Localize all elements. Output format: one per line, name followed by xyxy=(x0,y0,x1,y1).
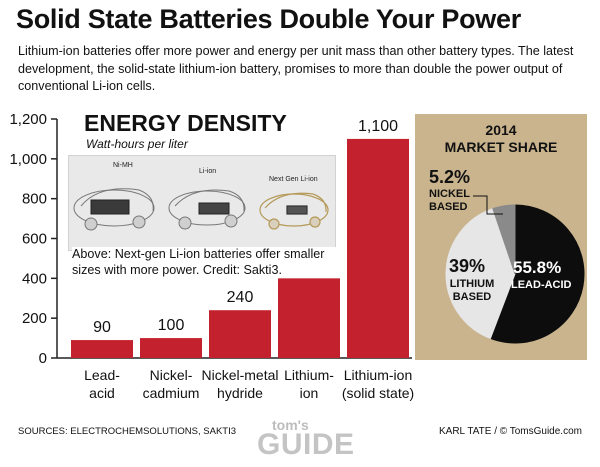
y-tick-label: 800 xyxy=(22,191,47,208)
category-label: acid xyxy=(89,385,115,401)
chart-title: ENERGY DENSITY xyxy=(84,110,287,136)
y-tick-label: 0 xyxy=(39,350,47,367)
nickel-label: NICKEL BASED xyxy=(429,188,470,214)
pie-slice-nickel-based xyxy=(492,204,516,275)
category-label: Lead- xyxy=(84,367,120,383)
category-label: (solid state) xyxy=(342,385,414,401)
credit-note: KARL TATE / © TomsGuide.com xyxy=(439,426,582,437)
bar xyxy=(209,310,271,358)
sources-note: SOURCES: ELECTROCHEMSOLUTIONS, SAKTI3 xyxy=(18,426,237,437)
lead-acid-percent: 55.8% xyxy=(513,258,562,277)
lead-acid-label: LEAD-ACID xyxy=(511,279,572,291)
lithium-label-line2: BASED xyxy=(452,291,492,303)
category-label: Lithium- xyxy=(284,367,334,383)
category-label: ion xyxy=(300,385,319,401)
bar-value-label: 1,100 xyxy=(358,118,398,135)
category-label: cadmium xyxy=(143,385,200,401)
pie-slice-lithium-based xyxy=(445,208,516,340)
battery-cars-illustration: Ni-MH Li-ion Next Gen Li-ion xyxy=(68,155,336,251)
bar xyxy=(347,138,409,358)
y-tick-label: 1,200 xyxy=(9,111,47,128)
lithium-label: LITHIUM BASED xyxy=(441,278,503,304)
bar-value-label: 240 xyxy=(227,289,254,306)
logo-guide: GUIDE xyxy=(257,428,355,461)
market-year: 2014 xyxy=(485,122,517,138)
nickel-percent: 5.2% xyxy=(429,167,471,187)
y-tick-label: 1,000 xyxy=(9,151,47,168)
car-label-liion: Li-ion xyxy=(199,168,217,175)
car-liion xyxy=(168,189,246,230)
photo-caption: Above: Next-gen Li-ion batteries offer s… xyxy=(72,247,340,278)
lithium-percent: 39% xyxy=(449,256,486,276)
category-label: Nickel-metal xyxy=(201,367,278,383)
page-title: Solid State Batteries Double Your Power xyxy=(16,4,521,34)
category-label: Lithium-ion xyxy=(344,367,412,383)
y-tick-label: 600 xyxy=(22,231,47,248)
chart-subtitle: Watt-hours per liter xyxy=(86,137,188,151)
bar-value-label: 90 xyxy=(93,319,111,336)
intro-text: Lithium-ion batteries offer more power a… xyxy=(18,44,574,93)
market-title: MARKET SHARE xyxy=(444,139,558,155)
nickel-label-line1: NICKEL xyxy=(429,188,470,200)
car-label-next-gen: Next Gen Li-ion xyxy=(269,176,318,183)
market-share-pie xyxy=(445,195,585,344)
bar xyxy=(140,338,202,358)
bar-value-label: 100 xyxy=(158,317,185,334)
cars-drawing xyxy=(73,188,329,231)
lithium-label-line1: LITHIUM xyxy=(449,278,495,290)
market-share-panel: 2014 MARKET SHARE 5.2% NICKEL BASED 39% … xyxy=(415,114,587,360)
bar xyxy=(71,340,133,358)
car-label-nimh: Ni-MH xyxy=(113,162,133,169)
car-next-gen xyxy=(259,192,329,230)
nickel-label-line2: BASED xyxy=(429,201,468,213)
nickel-leader-line xyxy=(473,195,503,215)
logo-toms: tom's xyxy=(272,417,309,433)
category-label: hydride xyxy=(217,385,263,401)
y-tick-label: 200 xyxy=(22,310,47,327)
bar xyxy=(278,278,340,358)
car-nimh xyxy=(73,188,155,231)
category-label: Nickel- xyxy=(150,367,193,383)
y-tick-label: 400 xyxy=(22,270,47,287)
pie-slice-lead-acid xyxy=(489,204,585,344)
